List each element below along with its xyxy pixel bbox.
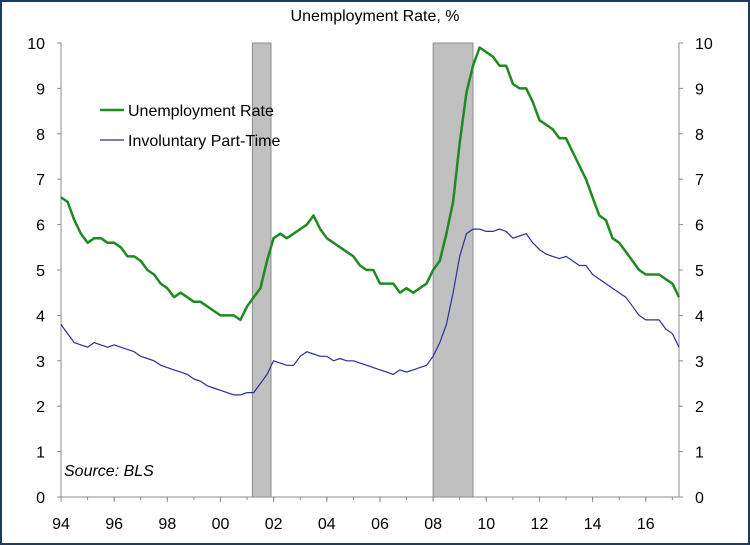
y-tick-label-right: 6 (695, 218, 704, 235)
y-tick-label-left: 5 (36, 263, 45, 280)
series-lines (60, 46, 681, 396)
x-tick-label: 04 (318, 516, 336, 533)
x-tick-label: 96 (105, 516, 123, 533)
y-tick-label-right: 4 (695, 308, 704, 325)
source-note: Source: BLS (64, 463, 154, 480)
chart-title: Unemployment Rate, % (290, 8, 460, 25)
y-tick-label-right: 1 (695, 445, 704, 462)
x-tick-label: 98 (158, 516, 176, 533)
recession-band-1 (432, 42, 474, 498)
x-tick-label: 14 (584, 516, 602, 533)
y-tick-label-left: 0 (36, 490, 45, 507)
x-tick-label: 10 (477, 516, 495, 533)
series-line-involuntary-part-time (60, 228, 680, 396)
x-tick-label: 06 (371, 516, 389, 533)
x-tick-label: 08 (424, 516, 442, 533)
x-axis-labels: 94 96 98 00 02 04 06 08 10 12 14 16 (52, 516, 655, 533)
y-tick-label-left: 3 (36, 354, 45, 371)
y-tick-label-left: 4 (36, 308, 45, 325)
x-tick-label: 00 (212, 516, 230, 533)
y-tick-label-left: 7 (36, 172, 45, 189)
y-tick-label-right: 10 (695, 36, 713, 53)
y-tick-label-left: 2 (36, 399, 45, 416)
y-tick-label-right: 8 (695, 127, 704, 144)
x-tick-label: 12 (531, 516, 549, 533)
x-tick-label: 02 (265, 516, 283, 533)
recession-bands (251, 42, 474, 498)
legend: Unemployment Rate Involuntary Part-Time (100, 103, 280, 150)
y-tick-label-right: 7 (695, 172, 704, 189)
y-tick-label-right: 5 (695, 263, 704, 280)
y-tick-label-left: 6 (36, 218, 45, 235)
y-tick-label-right: 9 (695, 81, 704, 98)
y-tick-label-left: 8 (36, 127, 45, 144)
axes (57, 42, 683, 502)
y-tick-label-right: 3 (695, 354, 704, 371)
x-tick-label: 16 (637, 516, 655, 533)
y-tick-label-right: 0 (695, 490, 704, 507)
y-axis-left-labels: 0 1 2 3 4 5 6 7 8 9 10 (27, 36, 45, 507)
y-tick-label-left: 10 (27, 36, 45, 53)
y-tick-label-right: 2 (695, 399, 704, 416)
y-tick-label-left: 9 (36, 81, 45, 98)
series-line-unemployment-rate (60, 46, 681, 322)
legend-label: Involuntary Part-Time (128, 133, 280, 150)
y-tick-label-left: 1 (36, 445, 45, 462)
x-tick-label: 94 (52, 516, 70, 533)
y-axis-right-labels: 0 1 2 3 4 5 6 7 8 9 10 (695, 36, 713, 507)
legend-label: Unemployment Rate (128, 103, 274, 120)
